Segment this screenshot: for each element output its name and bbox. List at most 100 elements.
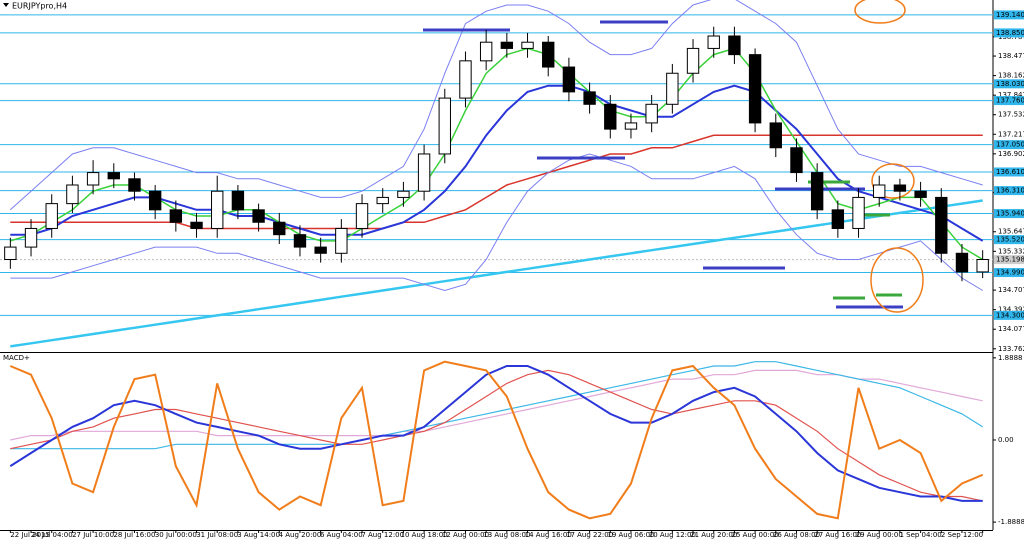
level-tag: [994, 167, 1024, 177]
y-tick-label: 137.532: [998, 111, 1024, 119]
x-tick-label: 4 Aug 20:00: [279, 531, 322, 539]
level-label: 137.760: [996, 97, 1024, 105]
indicator-line: [9, 365, 983, 502]
candle-body: [86, 172, 100, 186]
x-tick-label: 3 Aug 14:00: [237, 531, 280, 539]
candle-body: [686, 47, 700, 74]
highlight-circle: [871, 163, 915, 199]
candle-body: [707, 35, 720, 49]
candle-body: [542, 41, 555, 68]
y-tick-label: 137.847: [998, 91, 1024, 99]
candle-body: [231, 190, 245, 211]
indicator-line: [9, 360, 984, 520]
candle-body: [810, 172, 824, 211]
x-tick-label: 7 Aug 12:00: [361, 531, 404, 539]
level-tag: [994, 310, 1024, 320]
y-tick-label: 138.162: [998, 72, 1024, 80]
candle-body: [583, 91, 596, 105]
y-tick-label: 138.477: [998, 52, 1024, 60]
x-tick-label: 31 Jul 08:00: [196, 531, 238, 539]
x-tick-label: 6 Aug 04:00: [320, 531, 363, 539]
level-label: 134.300: [996, 311, 1024, 319]
y-tick-label: 135.332: [998, 247, 1024, 255]
x-tick-label: 20 Aug 12:00: [649, 531, 696, 539]
candle-body: [976, 258, 989, 273]
candle-body: [417, 153, 431, 192]
candle-body: [624, 122, 638, 130]
candle-body: [769, 122, 782, 149]
y-tick-label: 134.707: [998, 286, 1024, 294]
indicator-line: [10, 84, 984, 242]
candle-body: [335, 227, 348, 254]
level-label: 135.520: [996, 236, 1024, 244]
candle-body: [314, 246, 327, 254]
candle-body: [914, 190, 927, 198]
last-price-tag: [994, 255, 1024, 265]
level-tag: [994, 209, 1024, 219]
last-price-label: 135.198: [996, 256, 1024, 264]
x-tick-label: 21 Aug 20:00: [690, 531, 737, 539]
level-label: 134.990: [996, 269, 1024, 277]
candle-body: [211, 190, 224, 229]
candle-body: [4, 246, 17, 260]
indicator-title: MACD+: [3, 354, 30, 362]
indicator-line: [10, 199, 983, 348]
chart-title: EURJPYpro,H4: [12, 2, 67, 11]
level-label: 138.850: [996, 29, 1024, 37]
level-tag: [994, 10, 1024, 20]
x-tick-label: 13 Aug 08:00: [483, 531, 530, 539]
level-tag: [994, 79, 1024, 89]
level-tag: [994, 186, 1024, 196]
level-tag: [994, 140, 1024, 150]
candle-body: [831, 209, 845, 229]
x-tick-label: 27 Aug 16:00: [814, 531, 861, 539]
x-tick-label: 29 Aug 00:00: [856, 531, 903, 539]
candle-body: [562, 66, 576, 93]
candle-body: [521, 41, 534, 49]
indicator-line: [10, 361, 984, 450]
candle-body: [438, 97, 451, 155]
candle-body: [852, 196, 865, 229]
candle-body: [355, 203, 369, 229]
x-tick-label: 22 Jul 2015: [10, 531, 50, 539]
level-tag: [994, 28, 1024, 38]
candle-body: [45, 203, 58, 229]
x-tick-label: 1 Sep 04:00: [899, 531, 941, 539]
y-tick-label: 136.902: [998, 150, 1024, 158]
x-tick-label: 26 Aug 08:00: [773, 531, 820, 539]
x-tick-label: 27 Jul 10:00: [72, 531, 114, 539]
x-tick-label: 19 Aug 06:00: [607, 531, 654, 539]
candle-body: [790, 147, 803, 174]
x-tick-label: 28 Jul 16:00: [113, 531, 155, 539]
candle-body: [748, 54, 762, 124]
x-tick-label: 17 Aug 22:00: [566, 531, 613, 539]
candle-body: [935, 196, 948, 254]
y-tick-label: 133.762: [998, 345, 1024, 353]
candle-body: [190, 221, 203, 229]
indicator-line: [10, 153, 983, 292]
candle-body: [479, 41, 493, 62]
candle-body: [252, 209, 265, 223]
candle-body: [728, 35, 741, 56]
candle-body: [955, 252, 969, 273]
candle-body: [397, 190, 410, 198]
level-label: 138.030: [996, 80, 1024, 88]
candle-body: [293, 234, 307, 248]
level-tag: [994, 268, 1024, 278]
indicator-line: [10, 369, 983, 502]
indicator-line: [10, 369, 983, 441]
indicator-line: [9, 0, 983, 211]
x-tick-label: 12 Aug 00:00: [442, 531, 489, 539]
candle-body: [107, 172, 120, 180]
candle-body: [500, 41, 514, 49]
level-label: 136.310: [996, 187, 1024, 195]
candle-body: [645, 103, 658, 124]
candle-body: [376, 196, 389, 205]
y-tick-label: 134.077: [998, 325, 1024, 333]
x-tick-label: 24 Jul 04:00: [31, 531, 73, 539]
candle-body: [148, 190, 162, 211]
candle-body: [273, 221, 286, 236]
candle-body: [128, 178, 141, 192]
candle-body: [893, 184, 907, 192]
